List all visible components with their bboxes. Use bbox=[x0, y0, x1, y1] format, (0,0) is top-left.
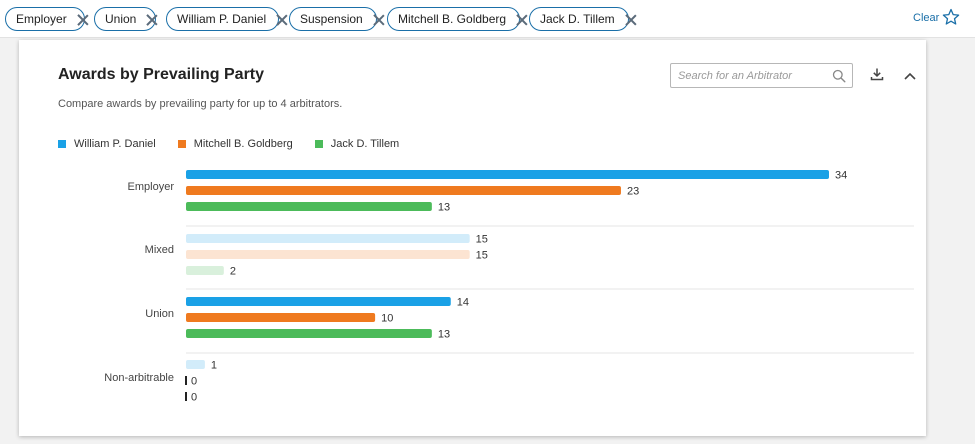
filter-chip[interactable]: Employer bbox=[5, 7, 85, 31]
bar-value-label: 13 bbox=[438, 329, 450, 341]
clear-filters-link[interactable]: Clear bbox=[913, 12, 940, 24]
filter-bar: Employer Union William P. Daniel Suspension… bbox=[0, 0, 975, 38]
bar-value-label: 0 bbox=[191, 392, 197, 404]
bar-value-label: 2 bbox=[230, 266, 236, 278]
legend-swatch bbox=[177, 140, 186, 148]
chart-legend: William P. Daniel Mitchell B. Goldberg Jac… bbox=[58, 137, 421, 151]
filter-chip-label: Employer bbox=[16, 12, 67, 26]
bar[interactable] bbox=[186, 170, 829, 179]
filter-chip-label: Jack D. Tillem bbox=[540, 12, 615, 26]
legend-label: William P. Daniel bbox=[74, 138, 156, 150]
bar[interactable] bbox=[186, 297, 451, 306]
bar[interactable] bbox=[186, 202, 432, 211]
bar-value-label: 0 bbox=[191, 376, 197, 388]
bar-value-label: 34 bbox=[835, 170, 847, 182]
legend-label: Jack D. Tillem bbox=[330, 138, 400, 150]
category-label: Non-arbitrable bbox=[104, 372, 174, 384]
bar-value-label: 14 bbox=[457, 297, 469, 309]
bar[interactable] bbox=[185, 376, 187, 385]
arbitrator-search bbox=[670, 63, 853, 88]
bar-value-label: 15 bbox=[476, 250, 488, 262]
arbitrator-search-input[interactable] bbox=[678, 68, 828, 84]
category-label: Union bbox=[145, 308, 174, 320]
chevron-up-icon[interactable] bbox=[903, 71, 917, 81]
bar[interactable] bbox=[186, 186, 621, 195]
remove-chip-close-icon[interactable] bbox=[276, 14, 287, 25]
filter-chip-label: Mitchell B. Goldberg bbox=[398, 12, 507, 26]
awards-by-prevailing-party-card: Awards by Prevailing Party Compare award… bbox=[19, 40, 926, 436]
bar-value-label: 15 bbox=[476, 234, 488, 246]
search-icon[interactable] bbox=[832, 69, 846, 83]
filter-chip-label: Union bbox=[105, 12, 137, 26]
filter-chip[interactable]: Suspension bbox=[289, 7, 377, 31]
bar[interactable] bbox=[186, 266, 224, 275]
bar-chart: Employer342313Mixed15152Union141013Non-a… bbox=[104, 170, 914, 404]
bar-value-label: 1 bbox=[211, 360, 217, 372]
category-label: Mixed bbox=[145, 244, 174, 256]
bar[interactable] bbox=[185, 392, 187, 401]
filter-chip-label: William P. Daniel bbox=[177, 12, 267, 26]
bar[interactable] bbox=[186, 313, 376, 322]
remove-chip-close-icon[interactable] bbox=[625, 14, 636, 25]
legend-item[interactable]: Mitchell B. Goldberg bbox=[177, 138, 293, 150]
bar-value-label: 23 bbox=[627, 186, 639, 198]
legend-swatch bbox=[58, 140, 66, 148]
filter-chip-label: Suspension bbox=[300, 12, 363, 26]
bar-value-label: 13 bbox=[438, 202, 450, 214]
bar-value-label: 10 bbox=[381, 313, 393, 325]
filter-chip[interactable]: William P. Daniel bbox=[166, 7, 279, 31]
card-title: Awards by Prevailing Party bbox=[58, 66, 265, 83]
legend-item[interactable]: Jack D. Tillem bbox=[314, 138, 400, 150]
filter-chip[interactable]: Mitchell B. Goldberg bbox=[387, 7, 520, 31]
remove-chip-close-icon[interactable] bbox=[77, 14, 88, 25]
remove-chip-close-icon[interactable] bbox=[516, 14, 527, 25]
bar[interactable] bbox=[186, 250, 470, 259]
bar[interactable] bbox=[186, 360, 205, 369]
card-subtitle: Compare awards by prevailing party for u… bbox=[58, 98, 343, 110]
bar[interactable] bbox=[186, 329, 432, 338]
legend-swatch bbox=[314, 140, 323, 148]
remove-chip-close-icon[interactable] bbox=[373, 14, 384, 25]
filter-chip[interactable]: Jack D. Tillem bbox=[529, 7, 629, 31]
download-icon[interactable] bbox=[870, 67, 884, 81]
category-label: Employer bbox=[128, 181, 175, 193]
bar[interactable] bbox=[186, 234, 470, 243]
filter-chip[interactable]: Union bbox=[94, 7, 156, 31]
star-icon[interactable] bbox=[942, 8, 960, 26]
legend-item[interactable]: William P. Daniel bbox=[58, 138, 156, 150]
legend-label: Mitchell B. Goldberg bbox=[193, 138, 293, 150]
remove-chip-close-icon[interactable] bbox=[146, 14, 157, 25]
